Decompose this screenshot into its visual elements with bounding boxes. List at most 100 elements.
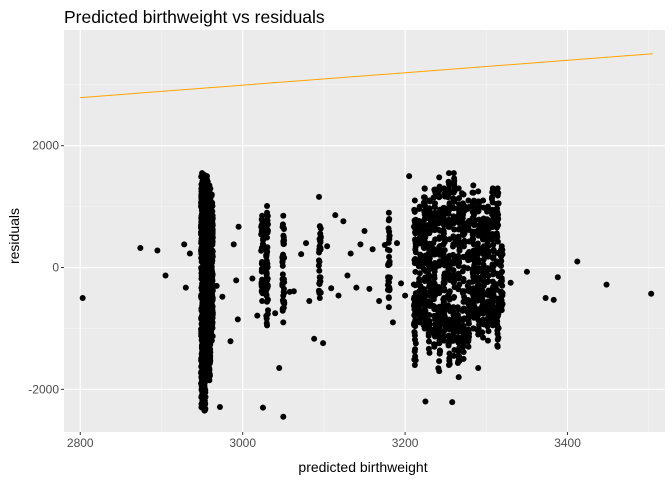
data-point [648, 290, 655, 297]
data-point [480, 316, 487, 323]
data-point [485, 328, 492, 335]
data-point [451, 226, 458, 233]
data-point [316, 280, 323, 287]
data-point [230, 241, 237, 248]
data-point [431, 275, 438, 282]
data-point [316, 295, 323, 301]
data-point [421, 185, 428, 192]
data-point [154, 247, 161, 254]
data-point [437, 348, 444, 355]
data-point [425, 277, 432, 284]
data-point [426, 349, 433, 356]
data-point [480, 334, 487, 341]
data-point [523, 268, 530, 275]
data-point [208, 285, 215, 292]
data-point [209, 199, 216, 206]
data-point [227, 338, 234, 345]
data-point [202, 393, 209, 400]
data-point [264, 322, 271, 329]
data-point [411, 362, 418, 368]
data-point [469, 231, 476, 238]
data-point [441, 337, 448, 344]
data-point [416, 279, 423, 286]
data-point [497, 289, 504, 296]
data-point [445, 362, 452, 368]
data-point [259, 298, 266, 305]
data-point [490, 263, 497, 270]
data-point [454, 320, 461, 327]
data-point [441, 237, 448, 244]
data-point [469, 208, 476, 215]
data-point [435, 325, 442, 332]
x-tick-label: 3400 [554, 436, 581, 450]
data-point [421, 325, 428, 332]
data-point [493, 205, 500, 212]
data-point [386, 236, 393, 243]
data-point [455, 235, 462, 242]
data-point [436, 290, 443, 297]
data-point [470, 182, 477, 189]
data-point [449, 399, 456, 406]
data-point [279, 262, 286, 269]
data-point [201, 383, 208, 390]
data-point [209, 310, 216, 317]
data-point [417, 251, 424, 258]
data-point [446, 181, 453, 188]
data-point [465, 298, 472, 305]
data-point [426, 322, 433, 329]
data-point [263, 268, 270, 275]
data-point [412, 357, 419, 364]
data-point [426, 292, 433, 299]
data-point [475, 365, 482, 372]
data-point [440, 230, 447, 237]
data-point [494, 343, 501, 350]
data-point [357, 241, 364, 248]
data-point [347, 250, 354, 257]
data-point [459, 268, 466, 275]
data-point [474, 208, 481, 215]
x-axis: 2800 3000 3200 3400 [67, 432, 581, 450]
data-point [436, 283, 443, 290]
data-point [207, 226, 214, 233]
y-axis-title: residuals [6, 208, 22, 264]
data-point [471, 303, 478, 310]
data-point [474, 326, 481, 333]
data-point [264, 203, 271, 210]
data-point [431, 204, 438, 211]
data-point [324, 243, 331, 250]
data-point [488, 302, 495, 309]
data-point [475, 188, 482, 195]
data-point [201, 407, 208, 414]
data-point [484, 265, 491, 272]
data-point [459, 289, 466, 296]
data-point [162, 272, 169, 279]
data-point [431, 343, 438, 350]
data-point [507, 279, 514, 286]
data-point [430, 279, 437, 286]
data-point [209, 217, 216, 224]
data-point [450, 334, 457, 341]
data-point [258, 283, 265, 290]
data-point [494, 238, 501, 245]
data-point [460, 330, 467, 337]
data-point [550, 296, 557, 303]
data-point [411, 332, 418, 339]
data-point [389, 319, 396, 326]
data-point [474, 308, 481, 315]
data-point [411, 208, 418, 215]
data-point [498, 299, 505, 306]
data-point [421, 231, 428, 238]
data-point [425, 332, 432, 339]
data-point [420, 244, 427, 251]
data-point [422, 398, 429, 405]
data-point [499, 282, 506, 289]
data-point [421, 313, 428, 320]
data-point [264, 221, 271, 228]
data-point [436, 319, 443, 326]
data-point [494, 185, 501, 192]
data-point [469, 250, 476, 257]
data-point [455, 286, 462, 293]
data-point [206, 182, 213, 189]
data-point [455, 185, 462, 192]
